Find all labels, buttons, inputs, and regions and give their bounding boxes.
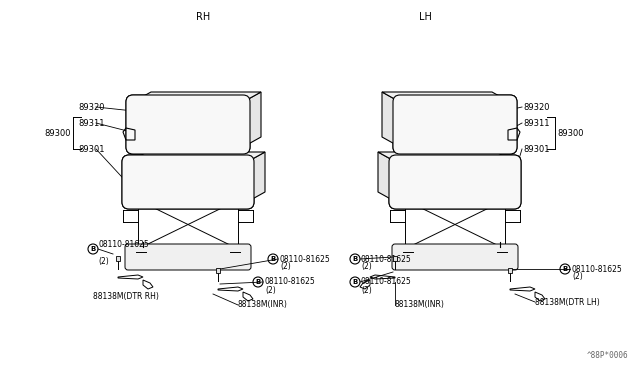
Text: B: B: [353, 256, 358, 262]
Text: 88138M(DTR RH): 88138M(DTR RH): [93, 292, 159, 301]
Text: RH: RH: [196, 12, 210, 22]
Text: B: B: [270, 256, 276, 262]
Bar: [393, 256, 397, 261]
FancyBboxPatch shape: [126, 95, 250, 154]
Text: (2): (2): [572, 273, 583, 282]
FancyBboxPatch shape: [389, 155, 521, 209]
Text: (2): (2): [280, 263, 291, 272]
Polygon shape: [378, 152, 514, 162]
FancyBboxPatch shape: [122, 155, 254, 209]
Text: 08110-81625: 08110-81625: [265, 278, 316, 286]
Text: 89300: 89300: [557, 128, 584, 138]
Text: B: B: [255, 279, 260, 285]
Text: 08110-81625: 08110-81625: [361, 278, 412, 286]
Text: 89311: 89311: [523, 119, 550, 128]
FancyBboxPatch shape: [393, 95, 517, 154]
Text: B: B: [90, 246, 95, 252]
FancyBboxPatch shape: [125, 244, 251, 270]
FancyBboxPatch shape: [393, 95, 517, 154]
Polygon shape: [378, 152, 396, 202]
FancyBboxPatch shape: [122, 155, 254, 209]
Text: (2): (2): [361, 263, 372, 272]
Text: 89301: 89301: [523, 144, 550, 154]
Polygon shape: [247, 152, 265, 202]
Text: 89311: 89311: [78, 119, 104, 128]
Text: 08110-81625: 08110-81625: [361, 254, 412, 263]
Text: LH: LH: [419, 12, 431, 22]
Text: 88138M(DTR LH): 88138M(DTR LH): [535, 298, 600, 307]
FancyBboxPatch shape: [126, 95, 250, 154]
Polygon shape: [129, 152, 265, 162]
Polygon shape: [133, 92, 261, 102]
Text: 08110-81625: 08110-81625: [280, 254, 331, 263]
Bar: [216, 268, 220, 273]
Text: 89320: 89320: [78, 103, 104, 112]
Bar: [508, 268, 512, 273]
Text: B: B: [563, 266, 568, 272]
Polygon shape: [382, 92, 510, 102]
Text: 08110-81625: 08110-81625: [98, 240, 148, 249]
Bar: [116, 256, 120, 261]
Text: 88138M(INR): 88138M(INR): [238, 301, 288, 310]
Text: (2): (2): [361, 285, 372, 295]
Text: 88138M(INR): 88138M(INR): [395, 301, 445, 310]
Polygon shape: [382, 92, 400, 147]
Text: 89300: 89300: [45, 128, 71, 138]
FancyBboxPatch shape: [392, 244, 518, 270]
Text: 89320: 89320: [523, 103, 550, 112]
FancyBboxPatch shape: [389, 155, 521, 209]
Polygon shape: [243, 92, 261, 147]
Text: 89301: 89301: [78, 144, 104, 154]
Text: (2): (2): [265, 285, 276, 295]
Text: (2): (2): [98, 257, 109, 266]
Text: ^88P*0006: ^88P*0006: [586, 351, 628, 360]
Text: 08110-81625: 08110-81625: [572, 264, 623, 273]
Text: B: B: [353, 279, 358, 285]
